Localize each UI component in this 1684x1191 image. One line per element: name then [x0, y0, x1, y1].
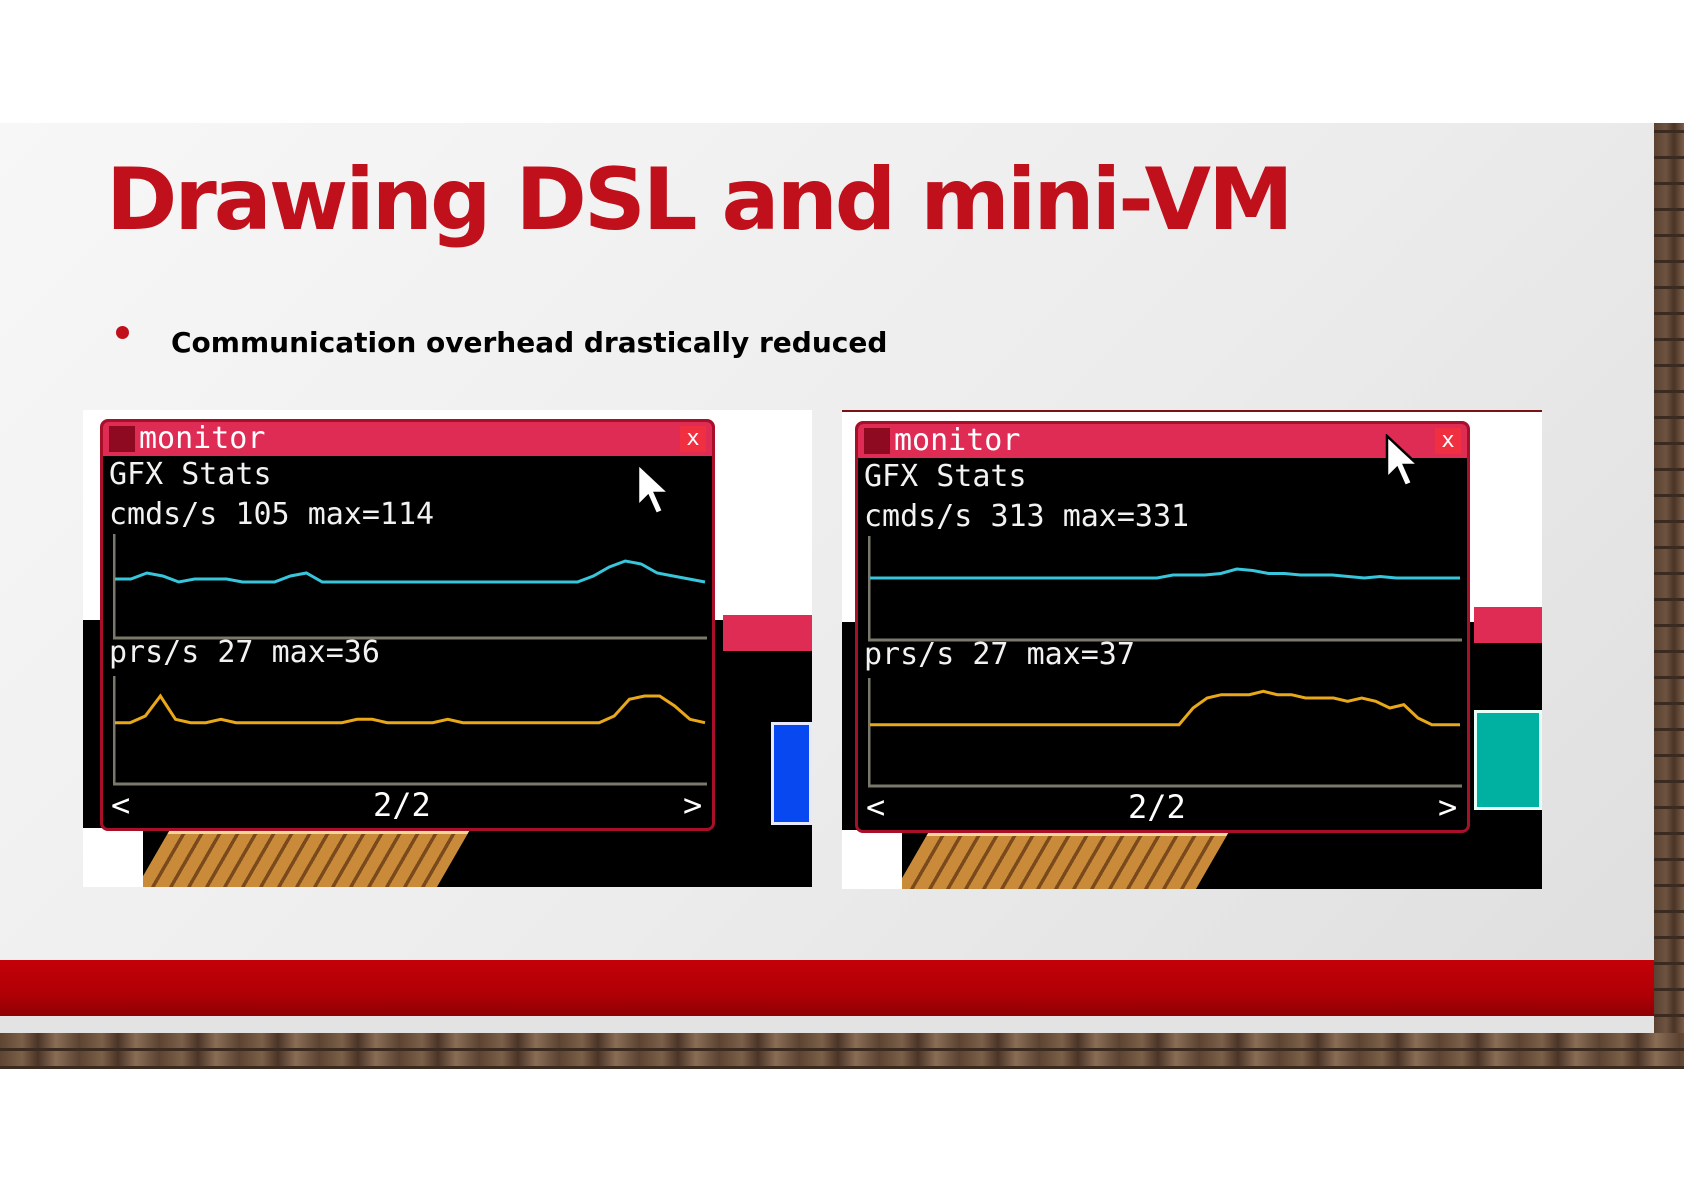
- cmds-readout: cmds/s 105 max=114: [109, 498, 434, 532]
- cmds-readout: cmds/s 313 max=331: [864, 500, 1189, 534]
- prs-graph-axis: [113, 676, 707, 786]
- prs-graph: [868, 678, 1462, 788]
- page-indicator: 2/2: [373, 786, 431, 824]
- screenshot-right: monitor x GFX Stats cmds/s 313 max=331 p…: [842, 410, 1542, 889]
- cmds-graph-axis: [113, 534, 707, 640]
- prs-value: 27: [217, 635, 254, 670]
- game-blue-block: [771, 722, 812, 825]
- screenshot-left: monitor x GFX Stats cmds/s 105 max=114 p…: [83, 410, 812, 887]
- cmds-graph: [113, 534, 707, 640]
- game-stairs: [135, 828, 471, 887]
- prs-value: 27: [972, 637, 1009, 672]
- prev-page-button[interactable]: <: [866, 788, 886, 826]
- prs-label: prs/s: [864, 637, 955, 672]
- cmds-series-line: [115, 559, 706, 584]
- cmds-max: max=114: [307, 497, 435, 532]
- slide-title: Drawing DSL and mini-VM: [106, 150, 1294, 250]
- cmds-label: cmds/s: [864, 499, 973, 534]
- cmds-value: 105: [235, 497, 290, 532]
- footer-grey-strip: [0, 1016, 1654, 1033]
- window-menu-icon[interactable]: [109, 426, 135, 452]
- window-title: monitor: [894, 423, 1021, 458]
- prs-graph-axis: [868, 678, 1462, 788]
- prs-series-line: [870, 689, 1460, 727]
- game-floor-white: [83, 828, 143, 887]
- cmds-label: cmds/s: [109, 497, 218, 532]
- bullet-icon: [116, 326, 129, 339]
- game-pink-bar: [1474, 607, 1542, 643]
- window-menu-icon[interactable]: [864, 428, 890, 454]
- window-titlebar[interactable]: monitor x: [858, 424, 1467, 458]
- close-button[interactable]: x: [1435, 428, 1461, 454]
- prs-readout: prs/s 27 max=36: [109, 636, 380, 670]
- close-button[interactable]: x: [680, 426, 706, 452]
- prs-max: max=36: [271, 635, 380, 670]
- game-teal-block: [1474, 710, 1542, 810]
- cmds-value: 313: [990, 499, 1045, 534]
- monitor-window[interactable]: monitor x GFX Stats cmds/s 313 max=331 p…: [855, 421, 1470, 833]
- prs-label: prs/s: [109, 635, 200, 670]
- cmds-graph-axis: [868, 536, 1462, 642]
- page-indicator: 2/2: [1128, 788, 1186, 826]
- stats-heading: GFX Stats: [109, 457, 272, 492]
- window-title: monitor: [139, 421, 266, 456]
- bullet-text: Communication overhead drastically reduc…: [171, 326, 888, 359]
- game-pink-bar: [723, 615, 812, 651]
- mouse-cursor-icon: [636, 462, 673, 516]
- window-titlebar[interactable]: monitor x: [103, 422, 712, 456]
- prs-series-line: [115, 693, 706, 725]
- brick-wall-bottom: [0, 1033, 1684, 1069]
- cmds-series-line: [870, 567, 1460, 580]
- prev-page-button[interactable]: <: [111, 786, 131, 824]
- cmds-graph: [868, 536, 1462, 642]
- next-page-button[interactable]: >: [1438, 788, 1458, 826]
- cmds-max: max=331: [1062, 499, 1190, 534]
- prs-readout: prs/s 27 max=37: [864, 638, 1135, 672]
- next-page-button[interactable]: >: [683, 786, 703, 824]
- prs-graph: [113, 676, 707, 786]
- brick-wall-right: [1654, 123, 1684, 1069]
- game-stairs: [894, 830, 1230, 889]
- mouse-cursor-icon: [1385, 434, 1422, 488]
- monitor-window[interactable]: monitor x GFX Stats cmds/s 105 max=114 p…: [100, 419, 715, 831]
- footer-red-band: [0, 960, 1654, 1016]
- stats-heading: GFX Stats: [864, 459, 1027, 494]
- game-floor-white: [842, 830, 902, 889]
- prs-max: max=37: [1026, 637, 1135, 672]
